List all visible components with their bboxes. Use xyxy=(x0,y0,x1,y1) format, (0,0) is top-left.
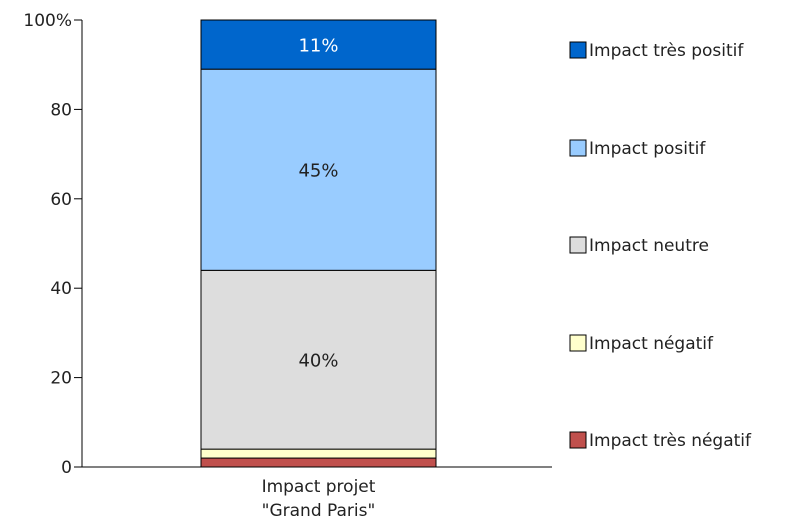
legend-item: Impact très négatif xyxy=(569,431,752,451)
bar-segment-3 xyxy=(200,68,437,271)
legend-label: Impact neutre xyxy=(589,236,709,256)
legend-item: Impact négatif xyxy=(569,334,714,354)
bar-segment-4 xyxy=(200,19,437,70)
legend-label: Impact très négatif xyxy=(589,431,752,451)
x-axis: Impact projet "Grand Paris" xyxy=(82,466,552,521)
y-tick-label: 20 xyxy=(50,369,72,389)
bar-stack: 40% 45% 11% xyxy=(200,19,437,468)
legend-item: Impact positif xyxy=(569,139,706,159)
y-tick-label: 40 xyxy=(50,279,72,299)
x-tick-label: "Grand Paris" xyxy=(262,501,376,521)
y-tick-label: 60 xyxy=(50,190,72,210)
bar-segment-2 xyxy=(200,269,437,450)
bar-data-label: 40% xyxy=(298,351,338,372)
bar-data-label: 11% xyxy=(298,36,338,57)
legend-swatch xyxy=(569,431,587,449)
legend-swatch xyxy=(569,236,587,254)
y-tick-label: 80 xyxy=(50,100,72,120)
legend-swatch xyxy=(569,41,587,59)
legend-item: Impact neutre xyxy=(569,236,709,256)
legend-swatch xyxy=(569,334,587,352)
y-tick-label: 0 xyxy=(61,458,72,478)
legend-swatch xyxy=(569,139,587,157)
x-tick-label: Impact projet xyxy=(262,477,376,497)
y-axis: 0 20 40 60 80 100% xyxy=(23,11,83,478)
legend-label: Impact très positif xyxy=(589,41,744,61)
bar-segment-1 xyxy=(200,448,437,459)
y-tick-label: 100% xyxy=(23,11,72,31)
legend-label: Impact négatif xyxy=(589,334,714,354)
bar-segment-0 xyxy=(200,457,437,468)
legend-label: Impact positif xyxy=(589,139,706,159)
legend: Impact très positif Impact positif Impact … xyxy=(569,41,752,451)
legend-item: Impact très positif xyxy=(569,41,744,61)
bar-data-label: 45% xyxy=(298,161,338,182)
